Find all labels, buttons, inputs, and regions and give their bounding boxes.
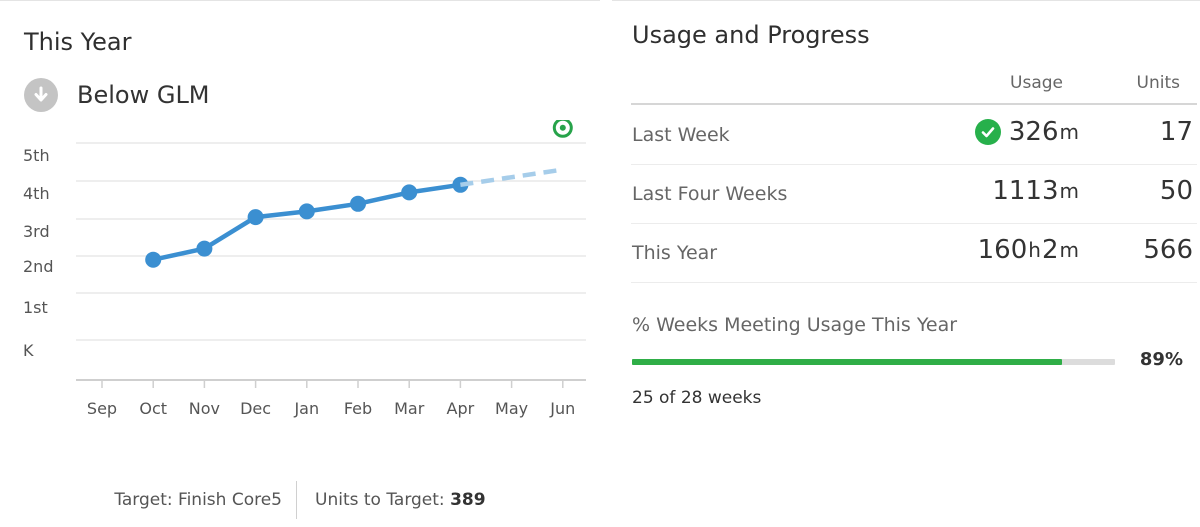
status-label: Below GLM [77,81,210,109]
progress-line-chart: K 1st 2nd 3rd 4th 5th Sep Oct Nov Dec Jan Feb Mar Apr… [23,120,586,418]
data-point [298,203,315,220]
row-units: 17 [1159,117,1193,147]
y-tick-label: 3rd [23,222,50,241]
row-usage: 1113 m [992,176,1080,206]
row-label: Last Week [632,124,730,146]
x-tick-label: Feb [344,399,372,418]
data-point [145,251,162,268]
units-to-target-value: 389 [450,490,486,510]
data-point [401,184,418,201]
y-tick-label: K [23,341,34,360]
x-tick-label: Sep [87,399,117,418]
usage-unit: m [1059,179,1079,203]
row-units: 50 [1159,176,1193,206]
x-tick-label: Nov [189,399,220,418]
y-tick-label: 2nd [23,257,53,276]
x-tick-label: Dec [240,399,271,418]
x-tick-label: Jun [549,399,575,418]
y-tick-label: 1st [23,298,48,317]
usage-value: 326 [1008,117,1059,147]
x-tick-label: Apr [447,399,475,418]
y-tick-label: 5th [23,146,50,165]
down-arrow-icon [24,78,58,112]
projection-line [460,167,564,188]
usage-unit-hours: h [1028,238,1041,262]
usage-row-last-week: Last Week 326 m 17 [631,106,1197,165]
weeks-meeting-title: % Weeks Meeting Usage This Year [632,314,958,336]
data-point [247,209,264,226]
y-tick-label: 4th [23,184,50,203]
usage-row-last-four-weeks: Last Four Weeks 1113 m 50 [631,165,1197,224]
data-point [196,240,213,257]
units-to-target-label: Units to Target: [315,490,445,510]
weeks-meeting-progress-bar [632,359,1115,365]
row-units: 566 [1143,235,1193,265]
header-divider [631,103,1197,105]
usage-progress-panel: Usage and Progress Usage Units Last Week… [612,0,1200,527]
x-tick-label: May [495,399,528,418]
usage-value: 1113 [992,176,1059,206]
x-tick-label: Oct [139,399,167,418]
usage-unit: m [1059,120,1079,144]
x-tick-label: Jan [293,399,319,418]
units-to-target: Units to Target: 389 [315,490,486,510]
weeks-meeting-percent: 89% [1139,349,1183,370]
target-icon-center [559,124,566,131]
usage-unit-minutes: m [1059,238,1079,262]
panel-title: This Year [24,28,132,56]
column-header-units: Units [1136,73,1180,93]
progress-bar-fill [632,359,1062,365]
panel-title: Usage and Progress [632,21,870,49]
row-usage: 326 m [974,117,1080,147]
this-year-panel: This Year Below GLM K 1st 2nd 3rd 4th 5th Sep O… [0,0,600,522]
usage-value-hours: 160 [977,235,1028,265]
target-label: Target: Finish Core5 [114,490,282,510]
x-tick-label: Mar [394,399,425,418]
weeks-meeting-summary: 25 of 28 weeks [632,388,762,408]
data-point [350,195,366,212]
usage-value-minutes: 2 [1041,235,1059,265]
column-header-usage: Usage [1010,73,1063,93]
row-label: This Year [632,242,718,264]
footer-divider [296,481,297,519]
row-label: Last Four Weeks [632,183,788,205]
chart-footer: Target: Finish Core5 Units to Target: 38… [0,478,600,522]
status-indicator: Below GLM [24,78,210,112]
check-icon [974,119,1001,145]
